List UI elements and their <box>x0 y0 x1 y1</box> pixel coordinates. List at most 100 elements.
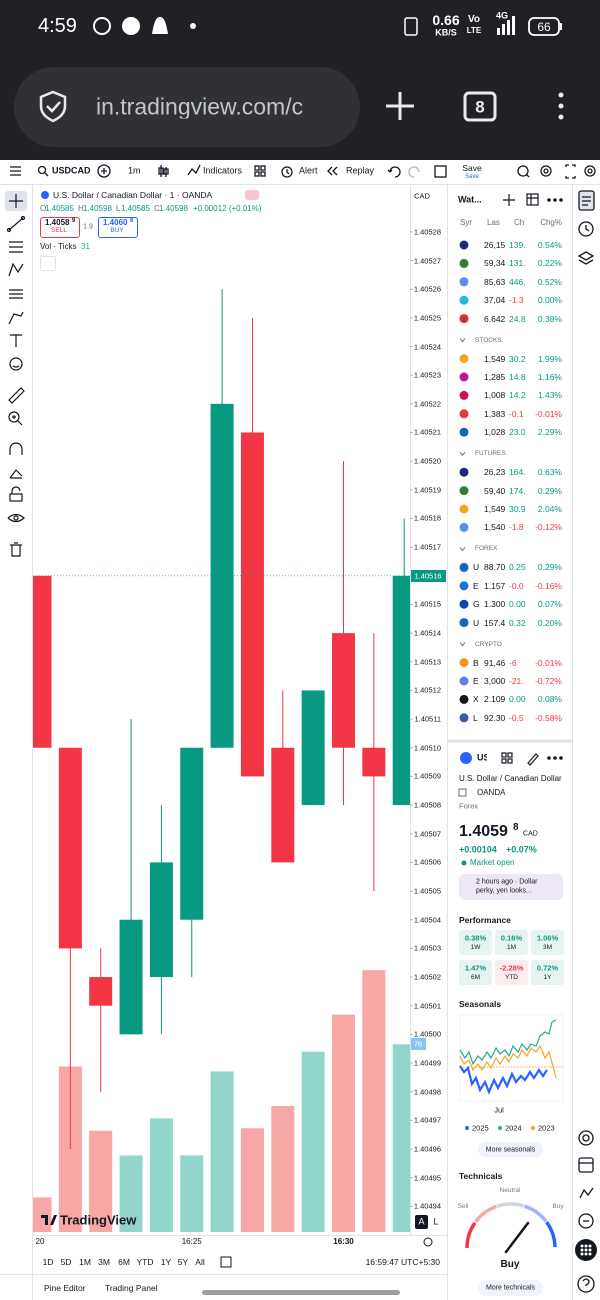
legend-toggle[interactable] <box>245 190 259 200</box>
performance-tile <box>459 960 492 985</box>
bottom-tab[interactable]: Pine Editor <box>44 1282 86 1293</box>
last-price-label: 1.40516 <box>414 571 442 581</box>
range-button[interactable]: 1Y <box>160 1256 172 1267</box>
y-tick-label: 1.40496 <box>413 1144 441 1154</box>
tab-count[interactable]: 8 <box>475 97 485 117</box>
tab-switcher[interactable] <box>463 91 497 122</box>
settings-icon <box>423 1237 433 1247</box>
range-button[interactable]: 6M <box>118 1256 130 1267</box>
more-seasonals[interactable] <box>478 1142 543 1157</box>
drawing-tools[interactable] <box>5 191 27 557</box>
row-change: 0.00 <box>509 599 526 609</box>
range-button[interactable]: 5D <box>60 1256 72 1267</box>
symbol-search[interactable]: USDCAD <box>52 165 91 176</box>
row-last: 1,540 <box>484 523 506 532</box>
url-text[interactable]: in.tradingview.com/c <box>96 95 304 119</box>
row-icon <box>459 581 469 591</box>
section-title[interactable]: FUTURES <box>475 449 506 457</box>
range-button[interactable]: 1M <box>79 1256 91 1267</box>
row-change-pct: 0.08% <box>537 694 562 705</box>
candle-body <box>332 633 355 748</box>
section-title: Technicals <box>459 1170 503 1181</box>
more-technicals[interactable] <box>478 1280 543 1296</box>
alert-button[interactable]: Alert <box>299 165 318 176</box>
x-tick-label: 16:25 <box>181 1237 202 1246</box>
news-card[interactable] <box>459 874 563 900</box>
gauge-arc <box>465 1221 477 1249</box>
range-button[interactable]: All <box>195 1256 205 1267</box>
watchlist-icons[interactable] <box>501 193 563 766</box>
y-tick-label: 1.40507 <box>413 828 441 838</box>
detail-exchange: OANDA <box>477 788 506 797</box>
section-title[interactable]: STOCKS <box>475 336 502 344</box>
site-info-icon[interactable] <box>39 90 67 123</box>
section-title[interactable]: FOREX <box>475 545 498 553</box>
menu-icon[interactable] <box>558 92 564 120</box>
y-tick-label: 1.40502 <box>413 972 441 982</box>
row-symbol[interactable]: E <box>473 675 479 686</box>
row-last: 1,028 <box>484 427 506 437</box>
performance-tile <box>459 930 492 955</box>
y-tick-label: 1.40508 <box>413 800 441 810</box>
range-button[interactable]: 5Y <box>177 1256 189 1267</box>
seasonals-frame <box>459 1014 564 1102</box>
range-button[interactable]: YTD <box>136 1256 154 1267</box>
more-technicals-label[interactable]: More technicals <box>485 1284 536 1292</box>
watchlist-title[interactable]: Wat... <box>458 194 482 205</box>
row-symbol[interactable]: X <box>473 694 479 705</box>
row-change-pct: 0.52% <box>537 276 562 287</box>
auto-scale[interactable] <box>415 1215 428 1229</box>
section-title[interactable]: CRYPTO <box>475 640 502 648</box>
buy-button[interactable] <box>98 217 138 238</box>
sell-button[interactable] <box>40 217 80 238</box>
more-seasonals-label[interactable]: More seasonals <box>485 1146 536 1153</box>
side-icons[interactable] <box>577 190 595 1293</box>
x-tick-label: 20 <box>35 1237 45 1246</box>
y-tick-label: 1.40525 <box>413 313 441 323</box>
save-button[interactable]: Save <box>462 162 482 173</box>
log-scale-label[interactable]: L <box>433 1216 439 1227</box>
replay-button[interactable]: Replay <box>346 165 375 176</box>
row-symbol[interactable]: U <box>473 617 480 628</box>
row-change-pct: 1.43% <box>537 390 562 401</box>
legend-dot <box>531 1126 535 1130</box>
row-last: 26,23 <box>484 467 506 477</box>
row-last: 1.157 <box>484 581 506 591</box>
home-indicator[interactable] <box>202 1290 400 1295</box>
url-bar[interactable] <box>14 67 360 147</box>
range-button[interactable]: 3M <box>98 1256 110 1267</box>
row-icon <box>459 694 469 704</box>
section-title: Seasonals <box>459 998 502 1009</box>
row-symbol[interactable]: B <box>473 657 479 668</box>
collapse-legend[interactable] <box>40 256 56 271</box>
row-icon <box>459 467 469 477</box>
row-last: 91,46 <box>484 658 506 667</box>
row-last: 37,04 <box>484 295 506 305</box>
row-icon <box>459 354 469 364</box>
bottom-tab[interactable]: Trading Panel <box>105 1282 158 1293</box>
row-change: -1.8 <box>509 523 524 532</box>
y-tick-label: 1.40500 <box>413 1029 441 1039</box>
legend-label: 2024 <box>505 1123 522 1133</box>
y-tick-label: 1.40498 <box>413 1086 441 1096</box>
gauge-arc <box>545 1221 557 1248</box>
y-tick-label: 1.40528 <box>413 227 441 237</box>
row-icon <box>459 258 469 268</box>
range-button[interactable]: 1D <box>42 1256 54 1267</box>
interval[interactable]: 1m <box>128 165 141 176</box>
row-symbol[interactable]: G <box>473 598 480 609</box>
row-symbol[interactable]: L <box>473 712 478 723</box>
performance-period: YTD <box>505 973 518 981</box>
row-last: 3,000 <box>484 676 506 686</box>
news-headline[interactable]: 2 hours ago · Dollar perky, yen looks... <box>476 878 538 894</box>
row-symbol[interactable]: E <box>473 580 479 591</box>
new-tab-icon[interactable] <box>386 92 414 120</box>
y-tick-label: 1.40524 <box>413 341 441 351</box>
x-tick-label: 16:30 <box>333 1237 354 1246</box>
y-tick-label: 1.40512 <box>413 685 441 695</box>
toolbar-icons[interactable] <box>10 164 596 179</box>
indicators-button[interactable]: Indicators <box>203 165 243 176</box>
more-panels-button[interactable] <box>575 1239 597 1261</box>
row-symbol[interactable]: U <box>473 562 480 573</box>
auto-scale-label[interactable]: A <box>418 1216 425 1227</box>
